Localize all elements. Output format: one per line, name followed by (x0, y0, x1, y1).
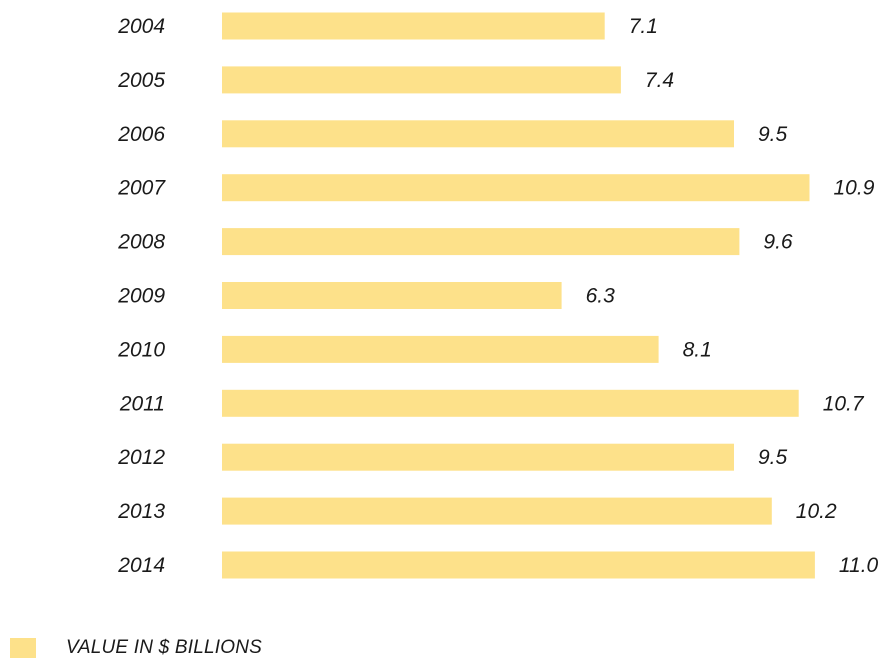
value-label-2011: 10.7 (823, 392, 865, 415)
legend: VALUE IN $ BILLIONS (10, 637, 262, 659)
category-label-2014: 2014 (117, 554, 165, 577)
value-label-2009: 6.3 (586, 285, 616, 308)
category-label-2006: 2006 (117, 123, 165, 146)
value-label-2012: 9.5 (758, 446, 788, 469)
value-label-2007: 10.9 (834, 177, 875, 200)
value-label-2004: 7.1 (629, 15, 658, 38)
value-label-2005: 7.4 (645, 69, 674, 92)
bar-2007 (222, 174, 810, 202)
bar-2010 (222, 335, 659, 363)
bars-layer (222, 12, 815, 579)
bar-2009 (222, 282, 562, 309)
category-label-2011: 2011 (119, 392, 165, 415)
category-label-2009: 2009 (117, 285, 165, 308)
bar-2013 (222, 497, 772, 525)
legend-swatch (10, 638, 36, 658)
value-labels: 7.1 7.4 9.5 10.9 9.6 6.3 8.1 10.7 9.5 10.2 11.0 (586, 15, 879, 577)
category-label-2013: 2013 (117, 500, 165, 523)
category-label-2008: 2008 (117, 231, 165, 254)
bar-2005 (222, 66, 621, 94)
value-label-2006: 9.5 (758, 123, 788, 146)
category-label-2007: 2007 (117, 177, 166, 200)
bar-2004 (222, 12, 605, 40)
value-label-2010: 8.1 (683, 338, 712, 361)
bar-2012 (222, 443, 734, 471)
category-label-2012: 2012 (117, 446, 165, 469)
bar-2006 (222, 120, 734, 148)
category-label-2010: 2010 (117, 338, 165, 361)
value-label-2008: 9.6 (763, 231, 793, 254)
category-label-2005: 2005 (117, 69, 165, 92)
value-label-2013: 10.2 (796, 500, 837, 523)
legend-label: VALUE IN $ BILLIONS (66, 637, 262, 658)
bar-2014 (222, 551, 815, 579)
category-labels: 2004 2005 2006 2007 2008 2009 2010 2011 2012 2013… (117, 15, 166, 577)
category-label-2004: 2004 (117, 15, 165, 38)
value-label-2014: 11.0 (839, 554, 879, 577)
bar-2011 (222, 389, 799, 417)
bar-2008 (222, 228, 740, 256)
